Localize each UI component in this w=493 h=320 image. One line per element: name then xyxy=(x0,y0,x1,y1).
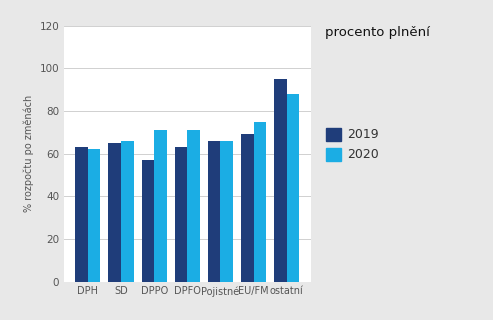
Bar xyxy=(121,141,134,282)
Bar xyxy=(154,130,167,282)
Legend: 2019, 2020: 2019, 2020 xyxy=(326,128,379,161)
Bar xyxy=(287,94,299,282)
Bar xyxy=(208,141,220,282)
Bar xyxy=(175,147,187,282)
Bar xyxy=(241,134,253,282)
Text: procento plnění: procento plnění xyxy=(325,26,430,39)
Bar xyxy=(75,147,88,282)
Bar xyxy=(220,141,233,282)
Bar xyxy=(253,122,266,282)
Y-axis label: % rozpočtu po změnách: % rozpočtu po změnách xyxy=(24,95,34,212)
Bar xyxy=(141,160,154,282)
Bar xyxy=(187,130,200,282)
Bar xyxy=(108,143,121,282)
Bar xyxy=(274,79,287,282)
Bar xyxy=(88,149,101,282)
